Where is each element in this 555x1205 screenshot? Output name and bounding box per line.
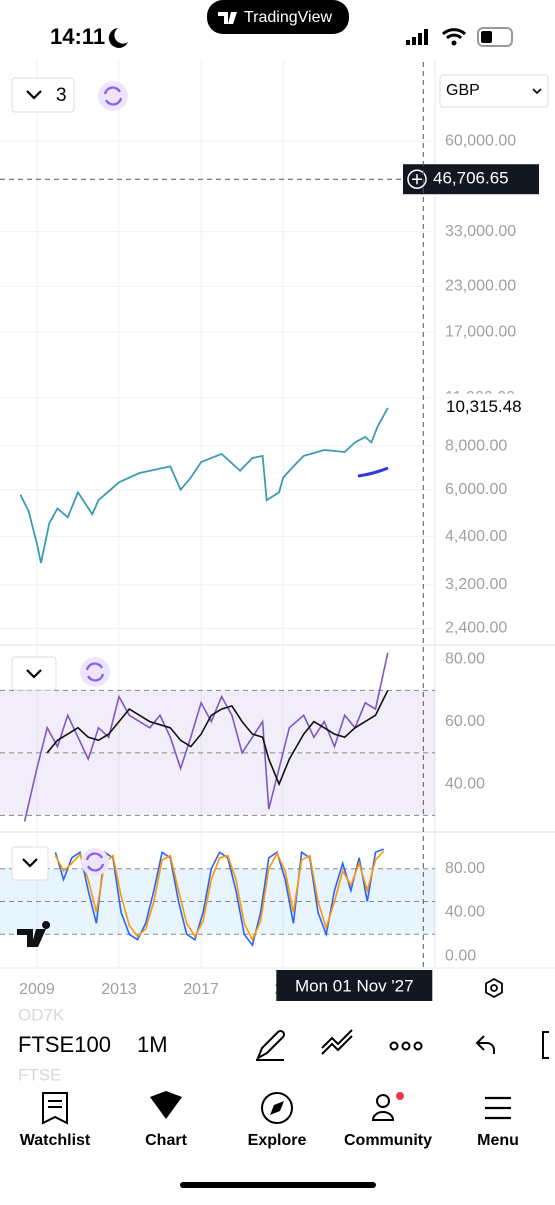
fullscreen-button[interactable] bbox=[542, 1031, 549, 1059]
collapse-button[interactable] bbox=[11, 656, 57, 691]
last-price-box bbox=[440, 393, 555, 422]
chevron-icon bbox=[26, 90, 42, 100]
community-icon bbox=[376, 1094, 390, 1108]
watchlist-icon bbox=[42, 1092, 68, 1125]
chart-icon bbox=[150, 1091, 182, 1119]
y-tick-label: 8,000.00 bbox=[445, 437, 507, 454]
series-line bbox=[23, 652, 389, 822]
sync-icon bbox=[85, 662, 105, 682]
explore-needle bbox=[270, 1101, 284, 1115]
tab-label[interactable]: Community bbox=[344, 1132, 432, 1149]
chevron-icon bbox=[22, 858, 38, 868]
x-tick-label: 2009 bbox=[19, 981, 55, 998]
add-alert-icon bbox=[407, 169, 427, 189]
currency: GBP bbox=[446, 82, 480, 99]
symbol[interactable]: FTSE100 bbox=[18, 1032, 111, 1057]
sync-button[interactable] bbox=[98, 81, 128, 111]
x-tick-label: 2017 bbox=[183, 981, 219, 998]
chevron-icon bbox=[532, 88, 542, 95]
wifi-icon bbox=[441, 28, 467, 40]
interval[interactable]: 1M bbox=[137, 1032, 168, 1057]
y-tick-label: 40.00 bbox=[445, 775, 485, 792]
battery bbox=[477, 27, 513, 47]
tab-label[interactable]: Menu bbox=[477, 1132, 519, 1149]
tv-watermark bbox=[17, 921, 51, 947]
collapse-button[interactable] bbox=[11, 846, 49, 881]
series-line bbox=[19, 407, 389, 564]
y-tick-label: 0.00 bbox=[445, 947, 476, 964]
notification-dot bbox=[396, 1092, 404, 1100]
tab-label[interactable]: Explore bbox=[248, 1132, 307, 1149]
layout-count: 3 bbox=[56, 85, 67, 106]
signal-icon bbox=[406, 29, 428, 45]
y-tick-label: 33,000.00 bbox=[445, 223, 516, 240]
tab-label[interactable]: Chart bbox=[145, 1132, 187, 1149]
settings-button[interactable] bbox=[485, 977, 503, 999]
y-tick-label: 23,000.00 bbox=[445, 278, 516, 295]
last-price: 10,315.48 bbox=[446, 397, 522, 416]
series-line bbox=[54, 850, 385, 942]
crosshair-price: 46,706.65 bbox=[433, 169, 509, 188]
crosshair-date: Mon 01 Nov '27 bbox=[295, 976, 414, 995]
y-tick-label: 60.00 bbox=[445, 713, 485, 730]
plot-area bbox=[0, 60, 435, 968]
x-tick-label: 2013 bbox=[101, 981, 137, 998]
undo-button[interactable] bbox=[475, 1035, 495, 1054]
y-tick-label: 4,400.00 bbox=[445, 528, 507, 545]
sync-icon bbox=[85, 852, 105, 872]
draw-tool[interactable] bbox=[256, 1029, 286, 1061]
y-tick-label: 80.00 bbox=[445, 650, 485, 667]
chevron-icon bbox=[26, 669, 42, 679]
add-alert-plus bbox=[412, 174, 422, 185]
tab-label[interactable]: Watchlist bbox=[20, 1132, 91, 1149]
moon-icon bbox=[108, 28, 128, 48]
user-drawing bbox=[357, 466, 389, 478]
symbol-below: FTSE bbox=[18, 1065, 61, 1084]
settings-icon bbox=[490, 984, 498, 992]
y-tick-label: 3,200.00 bbox=[445, 576, 507, 593]
sync-button[interactable] bbox=[81, 848, 109, 876]
sync-button[interactable] bbox=[80, 657, 110, 687]
status-bar: 14:11 TradingView bbox=[50, 0, 513, 49]
y-tick-label: 80.00 bbox=[445, 860, 485, 877]
home-indicator bbox=[180, 1182, 376, 1188]
series-line bbox=[46, 689, 389, 787]
sync-icon bbox=[103, 86, 123, 106]
currency-button[interactable] bbox=[439, 74, 549, 108]
more-button[interactable] bbox=[389, 1041, 423, 1051]
tab-bar bbox=[42, 1091, 511, 1125]
y-tick-label: 2,400.00 bbox=[445, 620, 507, 637]
y-tick-label: 60,000.00 bbox=[445, 133, 516, 150]
y-tick-label: 17,000.00 bbox=[445, 323, 516, 340]
symbol-above: OD7K bbox=[18, 1005, 65, 1024]
layout-button[interactable] bbox=[11, 77, 75, 113]
brand-pill bbox=[207, 0, 349, 34]
y-tick-label: 40.00 bbox=[445, 904, 485, 921]
crosshair-date-box bbox=[276, 970, 433, 1001]
community-icon bbox=[371, 1111, 395, 1121]
brand-logo bbox=[218, 12, 237, 24]
battery-level bbox=[481, 31, 492, 43]
y-tick-label: 6,000.00 bbox=[445, 481, 507, 498]
explore-icon bbox=[261, 1092, 293, 1124]
indicators-tool[interactable] bbox=[321, 1029, 353, 1055]
brand-name: TradingView bbox=[244, 9, 332, 26]
clock: 14:11 bbox=[50, 24, 105, 49]
wifi-dot bbox=[451, 40, 457, 46]
menu-icon bbox=[485, 1096, 511, 1120]
